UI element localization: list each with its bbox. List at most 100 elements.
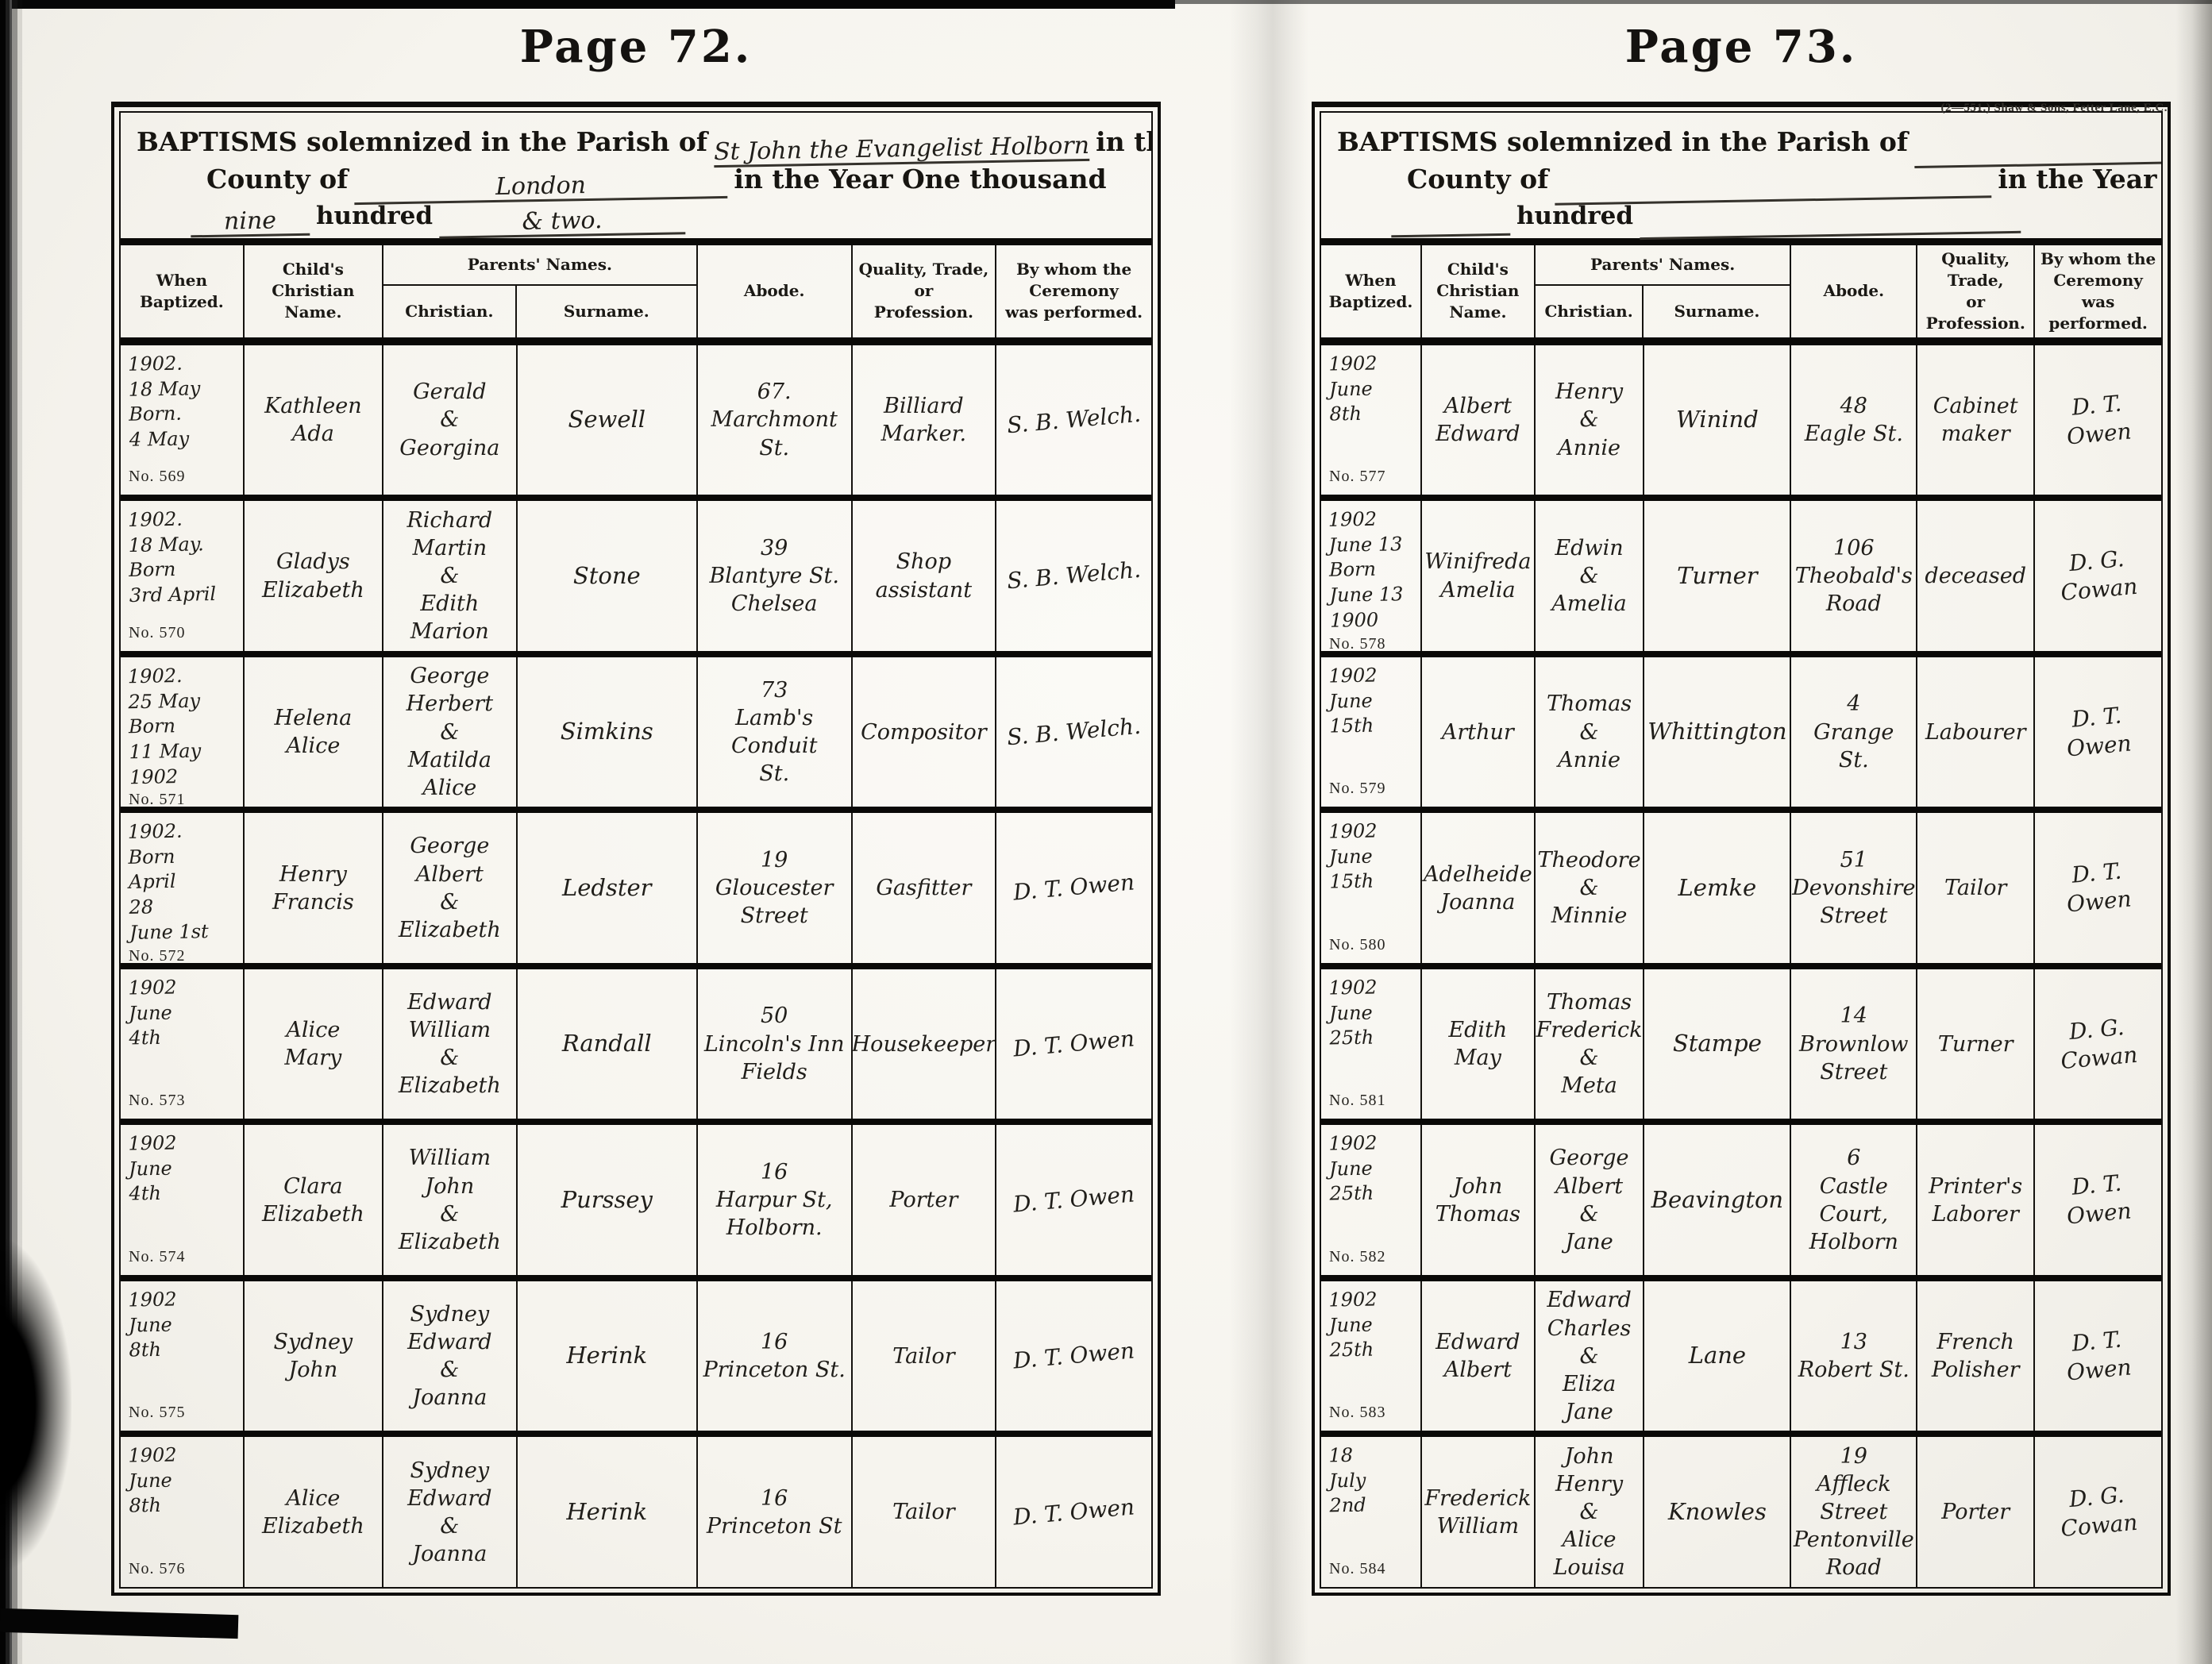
when-baptized-cell: 1902 June 25th No. 581	[1321, 969, 1422, 1119]
when-baptized-cell: 1902 June 15th No. 579	[1321, 657, 1422, 807]
quality-cell: Turner	[1917, 969, 2036, 1119]
parent-christian-cell: Sydney Edward & Joanna	[383, 1281, 518, 1431]
abode-cell: 16 Harpur St, Holborn.	[698, 1125, 853, 1275]
entry-number: No. 572	[129, 946, 186, 963]
when-baptized-cell: 1902. Born April 28 June 1st No. 572	[121, 813, 245, 963]
when-baptized-cell: 1902. 25 May Born 11 May 1902 No. 571	[121, 657, 245, 807]
when-baptized-text: 1902 June 15th	[1328, 664, 1378, 738]
parent-surname-cell: Beavington	[1644, 1125, 1792, 1275]
when-baptized-text: 1902. 18 May. Born 3rd April	[127, 508, 217, 607]
parent-surname-cell: Lane	[1644, 1281, 1792, 1431]
by-whom-cell: D. T. Owen	[2035, 813, 2161, 963]
col-quality: Quality, Trade, or Profession.	[1917, 245, 2036, 337]
child-name-cell: Kathleen Ada	[245, 345, 383, 495]
entry-number: No. 581	[1329, 1092, 1386, 1110]
by-whom-cell: S. B. Welch.	[996, 345, 1151, 495]
when-baptized-cell: 1902 June 13 Born June 13 1900 No. 578	[1321, 501, 1422, 651]
child-name-cell: Arthur	[1422, 657, 1536, 807]
quality-cell: Tailor	[853, 1437, 997, 1587]
parent-christian-cell: John Henry & Alice Louisa	[1536, 1437, 1645, 1587]
parish-label: BAPTISMS solemnized in the Parish of	[1337, 126, 1909, 157]
when-baptized-cell: 18 July 2nd No. 584	[1321, 1437, 1422, 1587]
by-whom-cell: D. T. Owen	[2035, 345, 2161, 495]
page-title: Page 73.	[1624, 21, 1858, 73]
when-baptized-text: 1902 June 25th	[1328, 1131, 1378, 1206]
entry-number: No. 577	[1329, 468, 1386, 486]
by-whom-cell: S. B. Welch.	[996, 501, 1151, 651]
quality-cell: Housekeeper	[853, 969, 997, 1119]
county-label: County of	[1407, 163, 1549, 195]
abode-cell: 39 Blantyre St. Chelsea	[698, 501, 853, 651]
binding-shadow-blob	[0, 1238, 71, 1572]
abode-cell: 19 Affleck Street Pentonville Road	[1791, 1437, 1918, 1587]
parent-christian-cell: Thomas & Annie	[1536, 657, 1645, 807]
abode-cell: 19 Gloucester Street	[698, 813, 853, 963]
child-name-cell: Frederick William	[1422, 1437, 1536, 1587]
parent-surname-cell: Turner	[1644, 501, 1792, 651]
when-baptized-text: 1902 June 15th	[1328, 819, 1378, 894]
parent-christian-cell: Theodore & Minnie	[1536, 813, 1645, 963]
by-whom-cell: D. T. Owen	[2035, 1125, 2161, 1275]
parent-christian-cell: George Herbert & Matilda Alice	[383, 657, 518, 807]
entry-number: No. 573	[129, 1092, 186, 1110]
by-whom-cell: D. T. Owen	[996, 1281, 1151, 1431]
officiant-signature: D. G. Cowan	[2060, 545, 2139, 607]
parent-christian-cell: Edward William & Elizabeth	[383, 969, 518, 1119]
register-row: 18 July 2nd No. 584 Frederick William John …	[1321, 1431, 2161, 1587]
col-childs-name: Child's Christian Name.	[245, 245, 383, 337]
when-baptized-text: 1902. 18 May Born. 4 May	[127, 352, 201, 451]
officiant-signature: S. B. Welch.	[1005, 400, 1143, 439]
col-when-baptized: When Baptized.	[121, 245, 245, 337]
officiant-signature: D. T. Owen	[2066, 1169, 2133, 1231]
register-row: 1902 June 13 Born June 13 1900 No. 578 Win…	[1321, 495, 2161, 651]
officiant-signature: D. T. Owen	[1012, 869, 1136, 907]
entry-number: No. 583	[1329, 1404, 1386, 1422]
parent-surname-cell: Purssey	[518, 1125, 698, 1275]
parish-label: BAPTISMS solemnized in the Parish of	[137, 126, 708, 157]
col-abode: Abode.	[698, 245, 853, 337]
quality-cell: Shop assistant	[853, 501, 997, 651]
quality-cell: Tailor	[1917, 813, 2036, 963]
when-baptized-cell: 1902 June 25th No. 583	[1321, 1281, 1422, 1431]
register-row: 1902 June 4th No. 573 Alice Mary Edward Wil…	[121, 962, 1151, 1119]
rows-left: 1902. 18 May Born. 4 May No. 569 Kathleen …	[121, 345, 1151, 1587]
quality-cell: Labourer	[1917, 657, 2036, 807]
col-parent-christian: Christian.	[383, 285, 517, 337]
parent-christian-cell: Edward Charles & Eliza Jane	[1536, 1281, 1645, 1431]
parent-surname-cell: Herink	[518, 1437, 698, 1587]
printer-imprint: (2—551.) Shaw & Sons, Fetter Lane, E.C.	[1940, 102, 2168, 114]
register-row: 1902 June 15th No. 579 Arthur Thomas & Anni…	[1321, 650, 2161, 807]
register-row: 1902 June 4th No. 574 Clara Elizabeth Willi…	[121, 1119, 1151, 1275]
col-parents-names: Parents' Names. Christian. Surname.	[1535, 245, 1792, 337]
officiant-signature: S. B. Welch.	[1005, 557, 1143, 595]
rows-right: 1902 June 8th No. 577 Albert Edward Henry &…	[1321, 345, 2161, 1587]
abode-cell: 14 Brownlow Street	[1791, 969, 1918, 1119]
preamble: BAPTISMS solemnized in the Parish of St J…	[121, 113, 1151, 245]
when-baptized-text: 1902 June 8th	[128, 1288, 177, 1362]
register-row: 1902. 25 May Born 11 May 1902 No. 571 Hele…	[121, 650, 1151, 807]
register-row: 1902 June 25th No. 583 Edward Albert Edward…	[1321, 1274, 2161, 1431]
when-baptized-cell: 1902 June 15th No. 580	[1321, 813, 1422, 963]
quality-cell: Printer's Laborer	[1917, 1125, 2036, 1275]
by-whom-cell: D. T. Owen	[996, 969, 1151, 1119]
officiant-signature: D. T. Owen	[2066, 1326, 2133, 1386]
child-name-cell: Alice Mary	[245, 969, 383, 1119]
parent-surname-cell: Whittington	[1644, 657, 1792, 807]
register-row: 1902 June 8th No. 577 Albert Edward Henry &…	[1321, 345, 2161, 495]
when-baptized-cell: 1902 June 25th No. 582	[1321, 1125, 1422, 1275]
by-whom-cell: D. T. Owen	[2035, 657, 2161, 807]
child-name-cell: Edith May	[1422, 969, 1536, 1119]
abode-cell: 48 Eagle St.	[1791, 345, 1918, 495]
parent-surname-cell: Knowles	[1644, 1437, 1792, 1587]
thousand-fill	[1390, 203, 1511, 238]
parent-surname-cell: Sewell	[518, 345, 698, 495]
parent-surname-cell: Ledster	[518, 813, 698, 963]
when-baptized-cell: 1902 June 8th No. 576	[121, 1437, 245, 1587]
child-name-cell: Winifreda Amelia	[1422, 501, 1536, 651]
by-whom-cell: D. G. Cowan	[2035, 969, 2161, 1119]
page-title: Page 72.	[519, 21, 753, 73]
register-row: 1902. 18 May. Born 3rd April No. 570 Glady…	[121, 495, 1151, 651]
register-row: 1902. 18 May Born. 4 May No. 569 Kathleen …	[121, 345, 1151, 495]
abode-cell: 67. Marchmont St.	[698, 345, 853, 495]
by-whom-cell: D. G. Cowan	[2035, 501, 2161, 651]
